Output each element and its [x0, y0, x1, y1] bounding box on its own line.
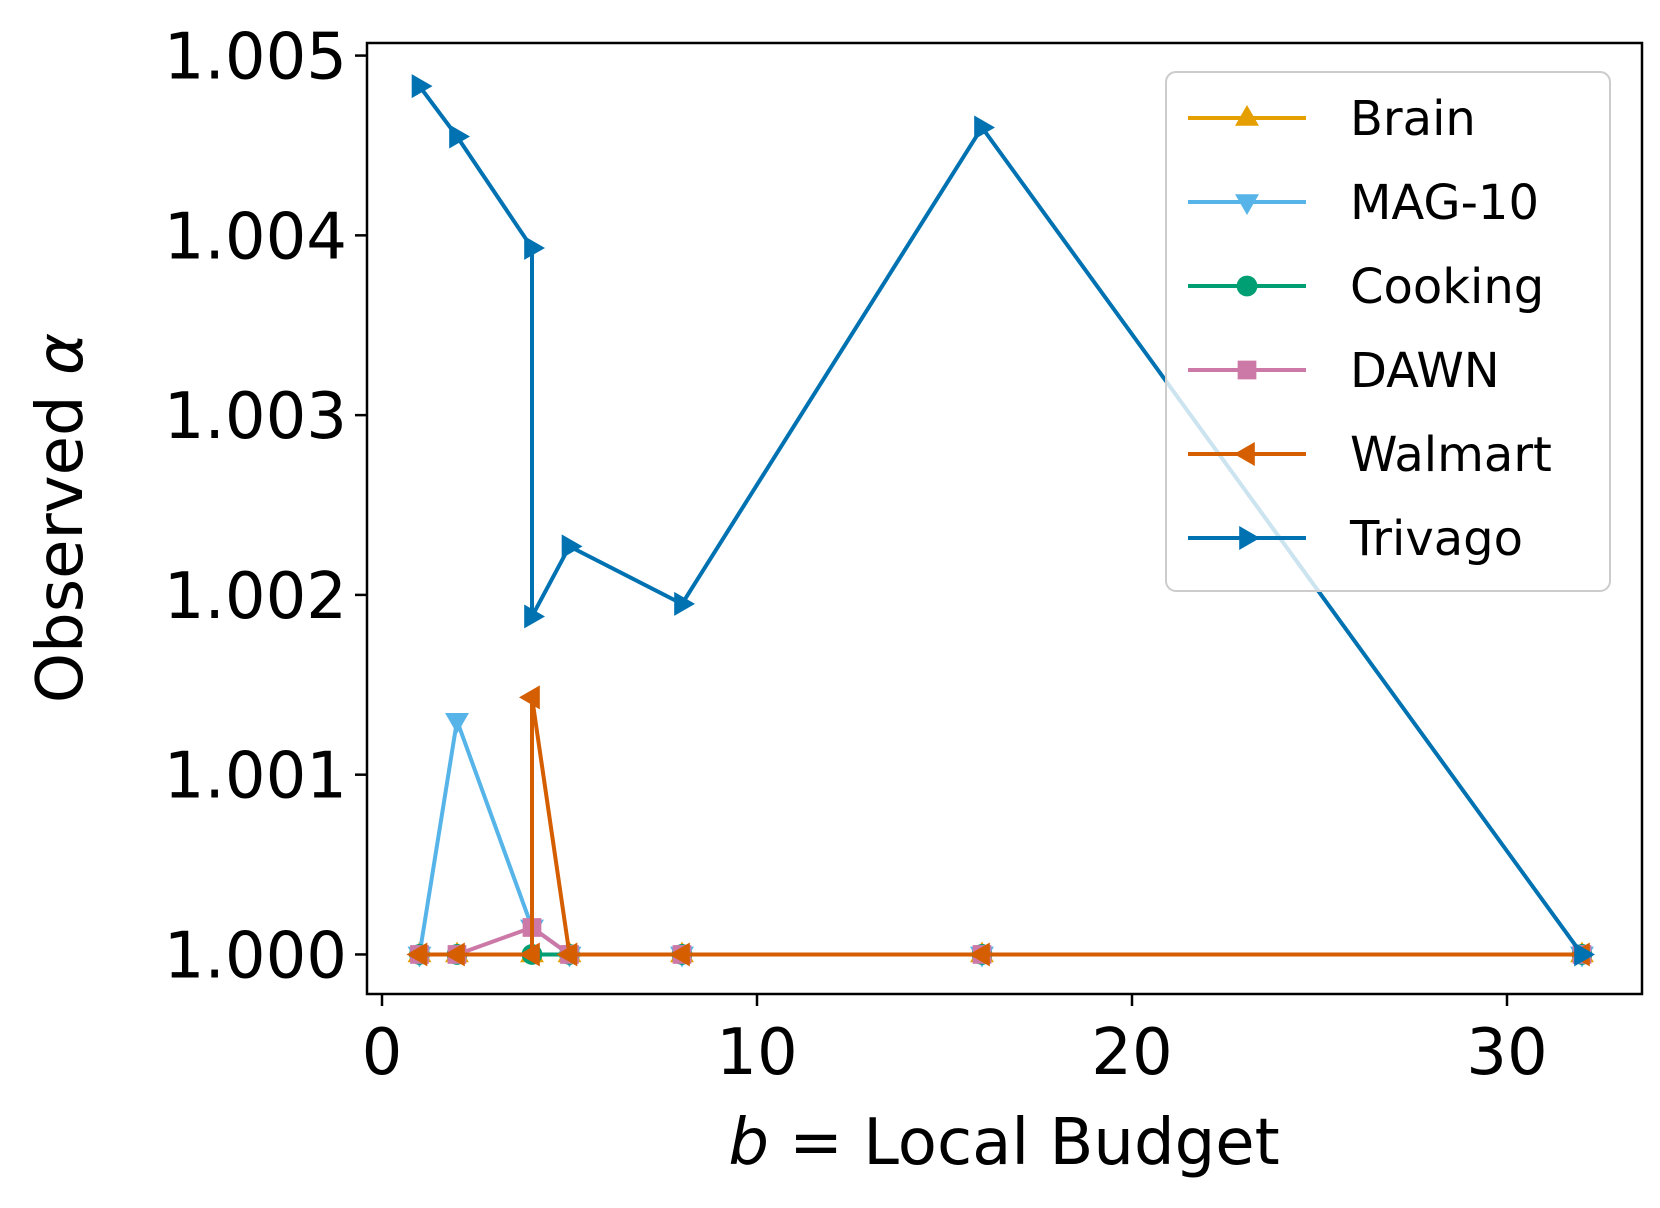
data-point-walmart	[519, 942, 540, 967]
x-tick-label: 20	[1091, 1016, 1172, 1090]
x-tick-label: 30	[1466, 1016, 1547, 1090]
legend-marker-cooking	[1236, 275, 1258, 297]
y-axis: 1.000 1.001 1.002 1.003 1.004 1.005	[164, 21, 367, 993]
legend: Brain MAG-10 Cooking DAWN Walmart Trivago	[1165, 71, 1611, 592]
y-tick-label: 1.003	[164, 380, 347, 454]
x-axis-label-text: = Local Budget	[769, 1106, 1280, 1180]
data-point-trivago	[449, 124, 470, 149]
series-line-dawn	[419, 925, 1582, 957]
legend-marker-dawn	[1237, 360, 1257, 380]
data-point-trivago	[411, 74, 433, 99]
data-point-trivago	[1574, 942, 1595, 967]
y-axis-variable: α	[24, 333, 98, 375]
y-tick-label: 1.001	[164, 740, 347, 814]
data-point-trivago	[524, 604, 545, 629]
data-point-walmart	[556, 942, 578, 967]
y-tick-label: 1.002	[164, 560, 347, 634]
y-tick-label: 1.005	[164, 21, 347, 95]
x-tick-label: 10	[716, 1016, 797, 1090]
legend-label-cooking: Cooking	[1350, 259, 1544, 315]
data-point-walmart	[519, 685, 540, 710]
series-line-trivago	[417, 84, 1584, 956]
legend-marker-trivago	[1239, 526, 1260, 550]
y-tick-label: 1.004	[164, 200, 347, 274]
data-point-mag-10	[445, 712, 469, 734]
legend-marker-walmart	[1234, 442, 1255, 466]
legend-label-dawn: DAWN	[1350, 343, 1500, 399]
data-point-walmart	[669, 942, 690, 967]
data-point-walmart	[406, 942, 428, 967]
legend-marker-brain	[1235, 105, 1259, 126]
y-tick-label: 1.000	[164, 919, 347, 993]
data-point-trivago	[674, 591, 695, 616]
legend-marker-mag-10	[1235, 194, 1259, 215]
x-axis-variable: b	[728, 1106, 769, 1180]
y-axis-label-text: Observed	[24, 375, 98, 703]
legend-label-brain: Brain	[1350, 91, 1476, 147]
data-point-trivago	[524, 235, 545, 260]
legend-label-walmart: Walmart	[1350, 427, 1552, 483]
data-point-trivago	[974, 115, 995, 140]
legend-label-mag-10: MAG-10	[1350, 175, 1539, 231]
x-tick-label: 0	[362, 1016, 403, 1090]
plot-frame	[365, 41, 1644, 996]
legend-label-trivago: Trivago	[1349, 511, 1523, 567]
x-axis-label: b = Local Budget	[728, 1106, 1279, 1180]
plot-series	[406, 74, 1595, 968]
data-point-walmart	[444, 942, 465, 967]
series-line-walmart	[419, 695, 1582, 957]
x-axis: 0 10 20 30	[362, 994, 1548, 1090]
data-point-trivago	[561, 534, 583, 559]
data-point-walmart	[969, 942, 990, 967]
y-axis-label: Observed α	[24, 333, 98, 703]
series-line-mag-10	[417, 718, 1582, 957]
